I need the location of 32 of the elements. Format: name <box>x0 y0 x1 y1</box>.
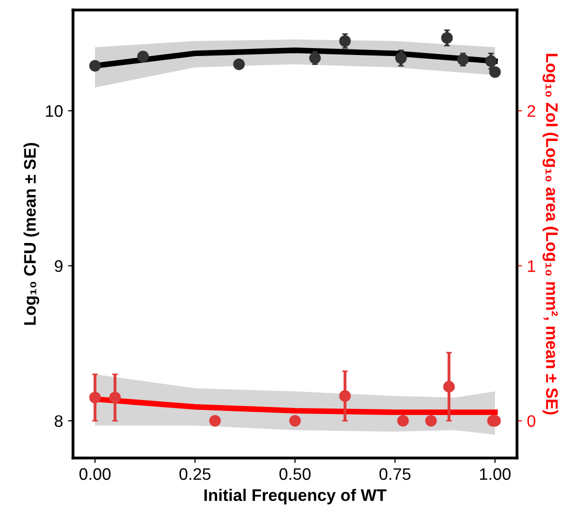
point <box>339 35 351 47</box>
point <box>425 414 437 427</box>
point <box>443 380 455 392</box>
x-tick-label: 0.25 <box>179 468 211 480</box>
y-tick-label: 10 <box>46 105 63 117</box>
y2-tick-label: 2 <box>528 105 536 117</box>
point <box>89 392 101 404</box>
y-axis-title: Log₁₀ CFU (mean ± SE) <box>24 142 40 325</box>
point <box>109 392 121 404</box>
point <box>233 58 245 70</box>
y2-tick-label: 1 <box>528 260 536 272</box>
y-tick-label: 8 <box>54 415 63 427</box>
point <box>137 50 149 62</box>
y2-axis-title: Log₁₀ ZoI (Log₁₀ area (Log₁₀ mm², mean ± SE) <box>542 54 558 414</box>
y-tick-label: 9 <box>54 260 62 272</box>
point <box>485 55 497 67</box>
y2-tick-label: 0 <box>527 415 536 427</box>
x-tick-label: 1.00 <box>480 468 511 480</box>
point <box>395 52 407 64</box>
point <box>209 414 221 427</box>
point <box>89 60 101 72</box>
x-tick-label: 0.50 <box>279 468 311 480</box>
x-tick-label: 0.00 <box>79 468 111 480</box>
point <box>489 66 501 78</box>
point <box>339 390 351 402</box>
point <box>309 52 321 64</box>
point <box>457 54 469 66</box>
point <box>289 414 301 427</box>
point <box>441 32 453 44</box>
x-axis-title: Initial Frequency of WT <box>204 488 386 504</box>
point <box>397 414 409 427</box>
x-tick-label: 0.75 <box>379 468 411 480</box>
